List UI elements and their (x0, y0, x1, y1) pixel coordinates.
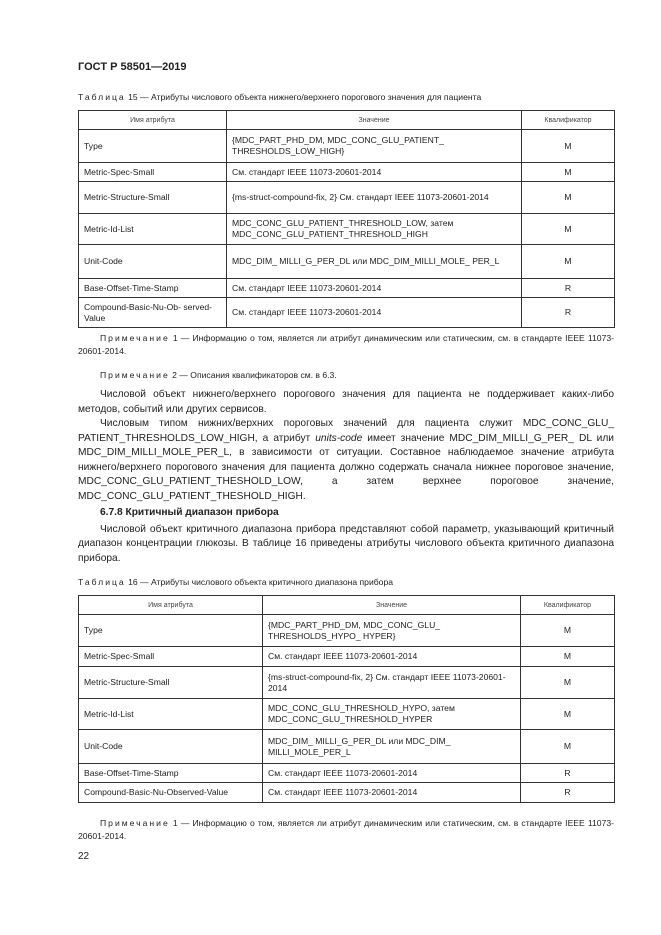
value-cell: См. стандарт IEEE 11073-20601-2014 (226, 278, 522, 298)
table-row: Compound-Basic-Nu-Observed-Value См. стан… (78, 782, 615, 803)
qualifier-cell: M (521, 162, 615, 182)
note-label: Примечание (100, 333, 170, 343)
qualifier-cell: M (521, 244, 615, 279)
paragraph: Числовой объект нижнего/верхнего порогов… (78, 389, 614, 415)
attribute-name-cell: Compound-Basic-Nu-Ob- served-Value (78, 297, 227, 328)
qualifier-cell: R (520, 763, 615, 783)
attribute-name-cell: Metric-Spec-Small (78, 162, 227, 182)
section-heading: 6.7.8 Критичный диапазон прибора (100, 507, 279, 518)
document-header: ГОСТ Р 58501—2019 (78, 61, 187, 73)
attribute-name-cell: Unit-Code (78, 244, 227, 279)
value-cell: {MDC_PART_PHD_DM, MDC_CONC_GLU_PATIENT_ … (226, 129, 522, 163)
value-cell: MDC_CONC_GLU_THRESHOLD_HYPO, затем MDC_C… (262, 698, 521, 730)
qualifier-cell: M (521, 213, 615, 245)
value-cell: {MDC_PART_PHD_DM, MDC_CONC_GLU_ THRESHOL… (262, 614, 521, 647)
page-number: 22 (78, 851, 90, 862)
qualifier-cell: R (521, 278, 615, 298)
value-cell: См. стандарт IEEE 11073-20601-2014 (262, 763, 521, 783)
attribute-name-cell: Type (78, 614, 263, 647)
table-row: Unit-Code MDC_DIM_ MILLI_G_PER_DL или MDC… (78, 729, 615, 764)
column-header: Квалификатор (520, 595, 615, 615)
table-row: Unit-Code MDC_DIM_ MILLI_G_PER_DL или MDC… (78, 244, 615, 279)
text: Числовым типом нижних/верхних пороговых … (78, 418, 614, 444)
text: имеет значение MDC_DIM_MILLI_G_PER_ DL и… (78, 432, 614, 502)
qualifier-cell: M (521, 129, 615, 163)
value-cell: {ms-struct-compound-fix, 2} См. стандарт… (226, 181, 522, 214)
value-cell: MDC_DIM_ MILLI_G_PER_DL или MDC_DIM_MILL… (226, 244, 522, 279)
qualifier-cell: M (520, 614, 615, 647)
caption-label: Таблица (78, 92, 126, 102)
value-cell: См. стандарт IEEE 11073-20601-2014 (226, 297, 522, 328)
column-header: Имя атрибута (78, 110, 227, 130)
table-row: Metric-Spec-Small См. стандарт IEEE 11073… (78, 162, 615, 182)
table16-caption: Таблица 16 — Атрибуты числового объекта … (78, 576, 614, 588)
attribute-name-cell: Unit-Code (78, 729, 263, 764)
table-row: Type {MDC_PART_PHD_DM, MDC_CONC_GLU_ THRE… (78, 614, 615, 647)
paragraph: Числовой объект критичного диапазона при… (78, 523, 614, 564)
attribute-name-cell: Metric-Spec-Small (78, 646, 263, 667)
value-cell: {ms-struct-compound-fix, 2} См. стандарт… (262, 666, 521, 699)
paragraph: Числовым типом нижних/верхних пороговых … (78, 417, 614, 504)
value-cell: MDC_DIM_ MILLI_G_PER_DL или MDC_DIM_ MIL… (262, 729, 521, 764)
qualifier-cell: M (521, 181, 615, 214)
attribute-name-cell: Metric-Structure-Small (78, 181, 227, 214)
table-15: Имя атрибута Значение Квалификатор Type{… (78, 110, 615, 328)
table-16: Имя атрибута Значение Квалификатор Type{… (78, 595, 615, 803)
table-row: Metric-Spec-Small См. стандарт IEEE 11073… (78, 646, 615, 667)
qualifier-cell: R (521, 297, 615, 328)
value-cell: См. стандарт IEEE 11073-20601-2014 (226, 162, 522, 182)
note-text: 1 — Информацию о том, является ли атрибу… (78, 333, 614, 356)
note-label: Примечание (100, 818, 170, 828)
note-label: Примечание (100, 370, 170, 380)
caption-text: 15 — Атрибуты числового объекта нижнего/… (128, 92, 482, 102)
table-row: Metric-Id-List MDC_CONC_GLU_THRESHOLD_HYP… (78, 698, 615, 730)
document-page: ГОСТ Р 58501—2019 Таблица 15 — Атрибуты … (78, 61, 615, 862)
caption-label: Таблица (78, 577, 126, 587)
attribute-name-cell: Type (78, 129, 227, 163)
qualifier-cell: M (520, 729, 615, 764)
qualifier-cell: M (520, 666, 615, 699)
column-header: Значение (262, 595, 521, 615)
table-row: Metric-Structure-Small {ms-struct-compoun… (78, 181, 615, 214)
value-cell: См. стандарт IEEE 11073-20601-2014 (262, 646, 521, 667)
value-cell: MDC_CONC_GLU_PATIENT_THRESHOLD_LOW, зате… (226, 213, 522, 245)
table-row: Compound-Basic-Nu-Ob- served-Value См. ст… (78, 297, 615, 328)
note-1: Примечание 1 — Информацию о том, являетс… (78, 332, 614, 358)
column-header: Значение (226, 110, 522, 130)
attribute-name-cell: Metric-Id-List (78, 213, 227, 245)
note-1: Примечание 1 — Информацию о том, являетс… (78, 817, 614, 843)
value-cell: См. стандарт IEEE 11073-20601-2014 (262, 782, 521, 803)
qualifier-cell: M (520, 646, 615, 667)
qualifier-cell: M (520, 698, 615, 730)
note-text: 1 — Информацию о том, является ли атрибу… (78, 818, 614, 841)
note-text: 2 — Описания квалификаторов см. в 6.3. (172, 370, 337, 380)
qualifier-cell: R (520, 782, 615, 803)
attribute-name-cell: Metric-Id-List (78, 698, 263, 730)
attribute-name-cell: Compound-Basic-Nu-Observed-Value (78, 782, 263, 803)
table-row: Base-Offset-Time-Stamp См. стандарт IEEE … (78, 278, 615, 298)
table-row: Metric-Id-List MDC_CONC_GLU_PATIENT_THRES… (78, 213, 615, 245)
caption-text: 16 — Атрибуты числового объекта критично… (128, 577, 394, 587)
italic-term: units-code (315, 432, 363, 444)
column-header: Имя атрибута (78, 595, 263, 615)
table-row: Base-Offset-Time-Stamp См. стандарт IEEE … (78, 763, 615, 783)
attribute-name-cell: Base-Offset-Time-Stamp (78, 763, 263, 783)
attribute-name-cell: Metric-Structure-Small (78, 666, 263, 699)
table-row: Metric-Structure-Small {ms-struct-compoun… (78, 666, 615, 699)
table-row: Type {MDC_PART_PHD_DM, MDC_CONC_GLU_PATIE… (78, 129, 615, 163)
note-2: Примечание 2 — Описания квалификаторов с… (78, 369, 614, 382)
attribute-name-cell: Base-Offset-Time-Stamp (78, 278, 227, 298)
column-header: Квалификатор (521, 110, 615, 130)
table15-caption: Таблица 15 — Атрибуты числового объекта … (78, 91, 614, 103)
